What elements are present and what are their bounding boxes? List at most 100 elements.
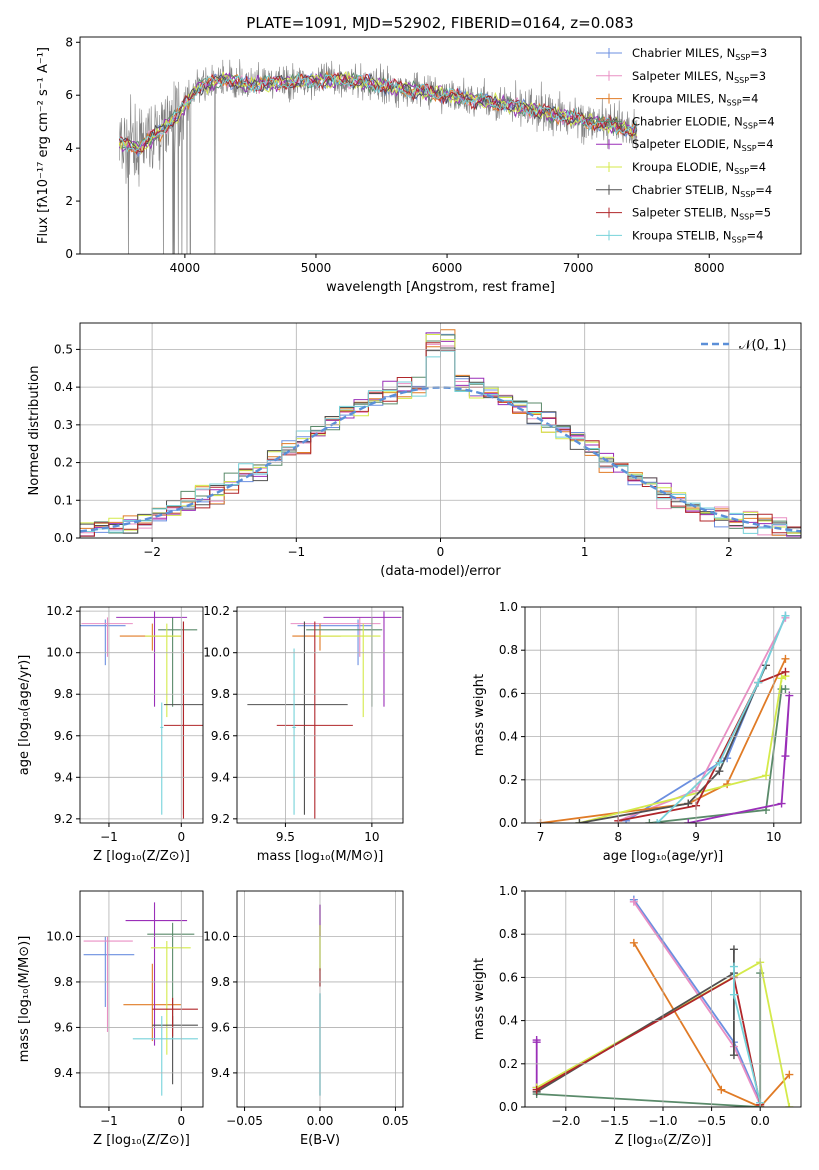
model-spectrum-line bbox=[119, 72, 638, 153]
weight-series-line bbox=[633, 942, 790, 1107]
weight-marker bbox=[729, 1051, 738, 1060]
y-tick-label: 10.0 bbox=[46, 646, 73, 660]
errorbar-point bbox=[292, 648, 296, 815]
x-tick-label: 0.05 bbox=[382, 1114, 409, 1128]
x-tick-label: 0 bbox=[177, 830, 185, 844]
x-tick-label: 7 bbox=[537, 830, 545, 844]
x-tick-label: 9 bbox=[692, 830, 700, 844]
plot-area bbox=[247, 611, 402, 819]
x-tick-label: −2.0 bbox=[551, 1114, 580, 1128]
weight-series-line bbox=[536, 949, 735, 1093]
y-tick-label: 9.6 bbox=[54, 1020, 73, 1034]
y-tick-label: 9.8 bbox=[211, 687, 230, 701]
y-tick-label: 0.6 bbox=[499, 970, 518, 984]
y-tick-label: 0.3 bbox=[54, 418, 73, 432]
legend-label: Kroupa ELODIE, NSSP=4 bbox=[632, 160, 766, 176]
errorbar-point bbox=[314, 623, 381, 718]
weight-series-line bbox=[649, 688, 786, 823]
x-tick-label: 0 bbox=[177, 1114, 185, 1128]
weight-marker bbox=[575, 819, 584, 823]
errorbar-point bbox=[152, 997, 198, 1037]
y-axis-label: Normed distribution bbox=[27, 366, 42, 496]
axes-frame bbox=[79, 606, 204, 824]
x-axis-label: (data-model)/error bbox=[380, 564, 501, 579]
y-tick-label: 4 bbox=[65, 141, 73, 155]
plot-area bbox=[118, 59, 638, 254]
x-tick-label: −1 bbox=[100, 1114, 118, 1128]
figure-title: PLATE=1091, MJD=52902, FIBERID=0164, z=0… bbox=[246, 14, 633, 32]
legend-label: Chabrier STELIB, NSSP=4 bbox=[632, 183, 772, 199]
y-tick-label: 9.4 bbox=[54, 1066, 73, 1080]
y-tick-label: 0.0 bbox=[499, 1100, 518, 1114]
y-tick-label: 9.6 bbox=[54, 729, 73, 743]
model-spectrum-line bbox=[118, 71, 638, 155]
panel-mass-vs-z: −1 0 9.4 9.6 9.8 10.0 Z [log₁₀(Z/Z⊙)] mass [log… bbox=[17, 890, 204, 1148]
weight-marker bbox=[532, 1085, 541, 1094]
y-tick-label: 0.4 bbox=[54, 380, 73, 394]
weight-series-line bbox=[656, 615, 787, 823]
errorbar-point bbox=[132, 1016, 198, 1096]
weight-marker bbox=[785, 1070, 794, 1079]
weight-marker bbox=[762, 771, 771, 780]
plot-area bbox=[536, 611, 794, 823]
x-axis-label: age [log₁₀(age/yr)] bbox=[603, 849, 724, 864]
y-tick-label: 0.2 bbox=[499, 1057, 518, 1071]
x-tick-label: 9.5 bbox=[276, 830, 295, 844]
weight-series-line bbox=[579, 664, 767, 823]
panel-mass-vs-ebv: −0.05 0.00 0.05 9.4 9.6 9.8 10.0 E(B-V) bbox=[203, 890, 409, 1148]
legend-label: Kroupa STELIB, NSSP=4 bbox=[632, 228, 763, 244]
weight-series-line bbox=[536, 973, 762, 1107]
y-tick-label: 9.4 bbox=[54, 770, 73, 784]
weight-series-line bbox=[536, 976, 762, 1105]
x-tick-label: 8000 bbox=[694, 261, 725, 275]
x-tick-label: 8 bbox=[614, 830, 622, 844]
plot-area bbox=[83, 902, 198, 1096]
y-tick-label: 0.0 bbox=[54, 531, 73, 545]
errorbar-point bbox=[81, 617, 133, 657]
model-spectrum-line bbox=[118, 71, 638, 153]
legend-label: Chabrier MILES, NSSP=3 bbox=[632, 46, 767, 62]
axes-frame bbox=[79, 36, 802, 255]
weight-marker bbox=[684, 819, 693, 823]
y-tick-label: 0.1 bbox=[54, 493, 73, 507]
y-tick-label: 9.4 bbox=[211, 1066, 230, 1080]
plot-area bbox=[80, 611, 203, 819]
errorbar-point bbox=[125, 902, 188, 1046]
legend-label: Kroupa MILES, NSSP=4 bbox=[632, 92, 758, 108]
axes-frame bbox=[236, 890, 404, 1108]
y-tick-label: 9.6 bbox=[211, 1020, 230, 1034]
y-tick-label: 9.4 bbox=[211, 770, 230, 784]
y-tick-label: 0.4 bbox=[499, 730, 518, 744]
legend-label: Salpeter STELIB, NSSP=5 bbox=[632, 206, 771, 222]
spectrum-legend: Chabrier MILES, NSSP=3 Salpeter MILES, NS… bbox=[596, 46, 775, 244]
errorbar-point bbox=[145, 623, 182, 718]
weight-marker bbox=[532, 1038, 541, 1047]
panel-residuals: −2 −1 0 1 2 0.0 0.1 0.2 0.3 0.4 0.5 (data-model)/er… bbox=[27, 322, 802, 579]
weight-marker bbox=[785, 1103, 794, 1107]
y-tick-label: 10.2 bbox=[203, 604, 230, 618]
weight-marker bbox=[729, 962, 738, 971]
weight-marker bbox=[715, 758, 724, 767]
weight-marker bbox=[684, 799, 693, 808]
x-tick-label: −1.5 bbox=[600, 1114, 629, 1128]
weight-marker bbox=[781, 611, 790, 620]
weight-marker bbox=[629, 897, 638, 906]
weight-series-line bbox=[688, 695, 791, 823]
weight-marker bbox=[645, 819, 654, 823]
x-tick-label: −0.5 bbox=[697, 1114, 726, 1128]
errorbar-point bbox=[276, 621, 353, 819]
panel-spectrum: 4000 5000 6000 7000 8000 0 2 4 6 8 wavelength [Ang… bbox=[36, 35, 802, 295]
y-tick-label: 0.8 bbox=[499, 643, 518, 657]
x-tick-label: 0.00 bbox=[307, 1114, 334, 1128]
x-tick-label: 4000 bbox=[170, 261, 201, 275]
weight-marker bbox=[785, 691, 794, 700]
y-axis-label: age [log₁₀(age/yr)] bbox=[17, 655, 32, 776]
y-tick-label: 0.4 bbox=[499, 1014, 518, 1028]
errorbar-point bbox=[158, 617, 198, 707]
errorbar-point bbox=[163, 621, 203, 819]
y-tick-label: 0.2 bbox=[499, 773, 518, 787]
x-tick-label: 0.0 bbox=[751, 1114, 770, 1128]
y-tick-label: 10.0 bbox=[203, 929, 230, 943]
panel-age-vs-z: −1 0 9.2 9.4 9.6 9.8 10.0 10.2 Z [log₁₀(Z/Z⊙)] ag… bbox=[17, 604, 204, 864]
